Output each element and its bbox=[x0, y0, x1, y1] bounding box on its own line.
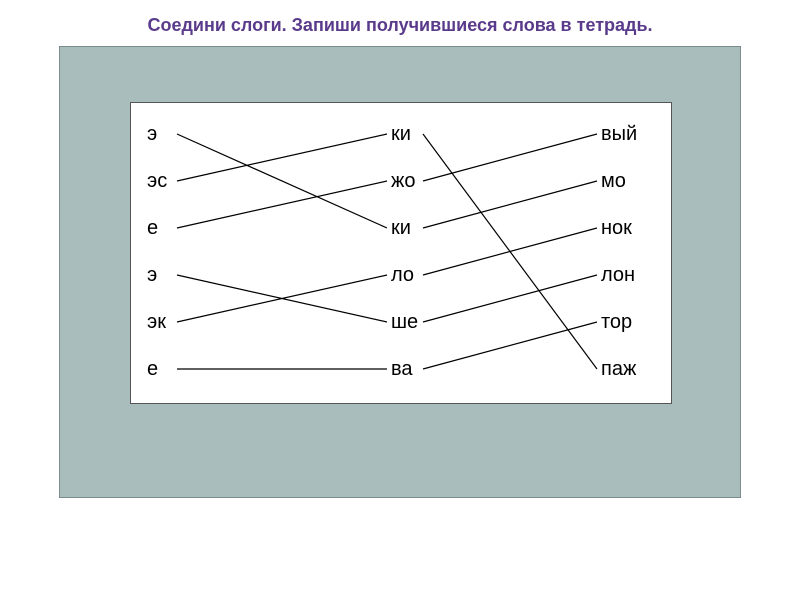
syllable-col3: тор bbox=[601, 312, 632, 332]
connection-line bbox=[423, 275, 597, 322]
connection-line bbox=[177, 275, 387, 322]
syllable-col1: е bbox=[147, 218, 158, 238]
connection-line bbox=[177, 134, 387, 181]
syllable-col2: ки bbox=[391, 218, 411, 238]
syllable-col2: ше bbox=[391, 312, 418, 332]
syllable-col3: мо bbox=[601, 171, 626, 191]
syllable-col2: ло bbox=[391, 265, 414, 285]
connection-line bbox=[177, 134, 387, 228]
connection-line bbox=[423, 181, 597, 228]
exercise-panel: э эс е э эк е ки жо ки ло ше ва вый мо нок лон тор паж bbox=[130, 102, 672, 404]
syllable-col1: эс bbox=[147, 171, 167, 191]
connection-line bbox=[423, 322, 597, 369]
syllable-col1: е bbox=[147, 359, 158, 379]
syllable-col3: нок bbox=[601, 218, 632, 238]
connection-line bbox=[177, 275, 387, 322]
syllable-col2: ва bbox=[391, 359, 413, 379]
syllable-col1: э bbox=[147, 124, 157, 144]
connection-line bbox=[423, 134, 597, 181]
syllable-col2: жо bbox=[391, 171, 416, 191]
exercise-title: Соедини слоги. Запиши получившиеся слова… bbox=[0, 0, 800, 46]
syllable-col2: ки bbox=[391, 124, 411, 144]
connection-line bbox=[177, 181, 387, 228]
syllable-col1: э bbox=[147, 265, 157, 285]
syllable-col3: паж bbox=[601, 359, 636, 379]
syllable-col3: лон bbox=[601, 265, 635, 285]
connection-line bbox=[423, 228, 597, 275]
syllable-col3: вый bbox=[601, 124, 637, 144]
outer-frame: э эс е э эк е ки жо ки ло ше ва вый мо нок лон тор паж bbox=[59, 46, 741, 498]
connection-line bbox=[423, 134, 597, 369]
syllable-col1: эк bbox=[147, 312, 166, 332]
